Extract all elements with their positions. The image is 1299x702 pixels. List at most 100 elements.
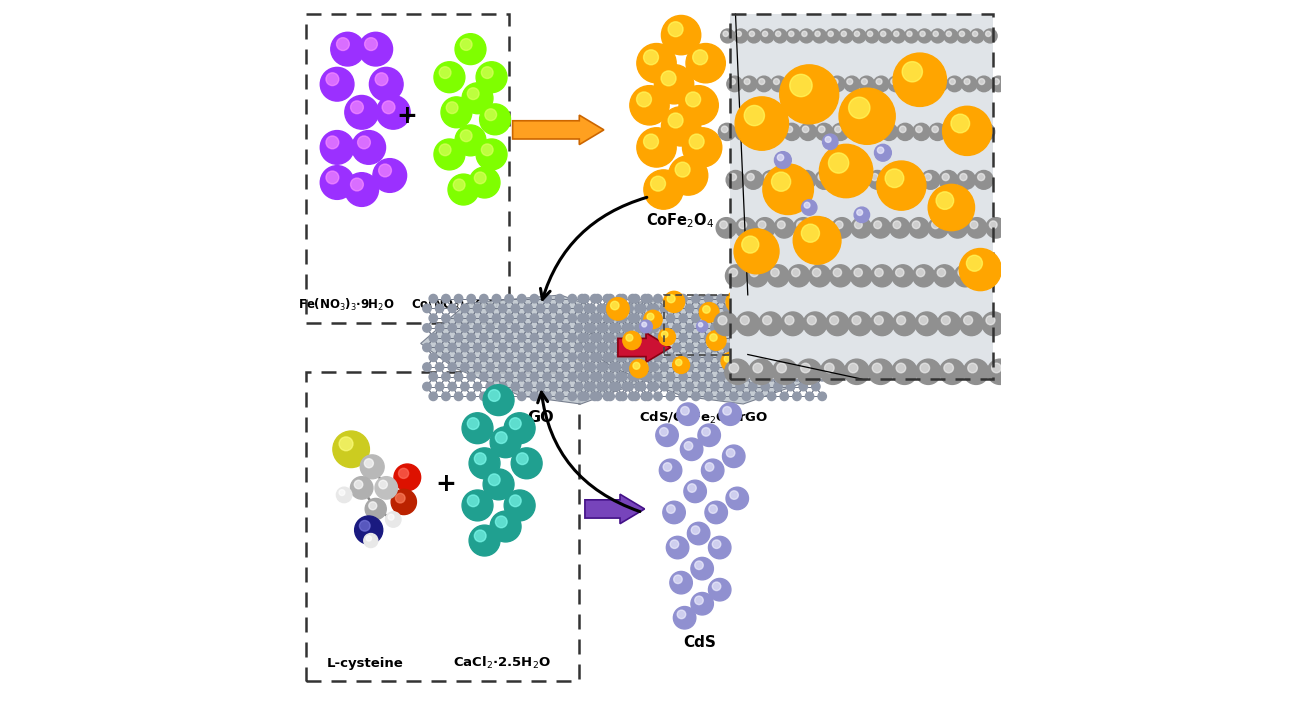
FancyArrow shape [513,115,604,145]
Circle shape [468,88,479,100]
Circle shape [733,494,746,507]
Circle shape [986,218,1007,238]
Circle shape [861,79,868,84]
Circle shape [742,333,751,342]
Circle shape [585,343,592,352]
Circle shape [479,458,496,475]
Circle shape [642,333,650,342]
Circle shape [666,536,688,559]
Circle shape [733,298,746,310]
Circle shape [442,294,451,303]
Circle shape [768,392,776,401]
Circle shape [856,176,866,187]
Circle shape [801,200,817,216]
Circle shape [342,492,349,501]
Circle shape [705,309,716,319]
Circle shape [947,218,968,238]
Circle shape [951,128,960,138]
Circle shape [982,312,1005,336]
Circle shape [355,480,362,489]
Circle shape [952,81,960,90]
Circle shape [781,373,788,381]
Circle shape [827,139,835,147]
Circle shape [779,180,807,208]
Circle shape [790,81,799,90]
Circle shape [679,373,687,381]
Circle shape [517,333,526,342]
Circle shape [492,373,500,381]
Circle shape [790,74,812,97]
Circle shape [698,343,707,352]
Circle shape [600,383,608,391]
Circle shape [892,359,917,385]
Circle shape [650,140,670,161]
Circle shape [834,81,843,90]
Circle shape [929,185,974,231]
Circle shape [673,383,681,391]
Circle shape [883,126,890,133]
Circle shape [442,373,451,381]
Circle shape [499,343,507,352]
Circle shape [725,34,733,41]
Circle shape [753,126,760,133]
Circle shape [776,324,779,329]
Circle shape [474,172,486,184]
Circle shape [369,67,403,101]
Circle shape [326,136,339,149]
Circle shape [653,333,662,342]
Circle shape [818,294,826,303]
Circle shape [818,373,826,381]
Circle shape [716,585,727,598]
Circle shape [655,65,694,104]
Circle shape [711,304,720,312]
Circle shape [935,79,940,84]
Circle shape [727,358,737,368]
Circle shape [833,268,842,277]
Circle shape [364,534,378,548]
Circle shape [605,314,614,322]
Circle shape [342,43,360,62]
Circle shape [369,502,377,510]
Circle shape [574,324,583,332]
Circle shape [605,294,614,303]
Circle shape [961,34,969,41]
Circle shape [759,221,766,229]
Circle shape [549,363,557,371]
Circle shape [668,295,675,303]
Circle shape [874,268,883,277]
Circle shape [773,79,779,84]
Circle shape [686,44,725,83]
Circle shape [799,304,808,312]
Circle shape [816,124,833,140]
Circle shape [747,81,755,90]
Circle shape [695,561,703,569]
Circle shape [351,178,364,191]
Circle shape [479,314,488,322]
Circle shape [766,265,788,287]
Circle shape [638,324,646,332]
Circle shape [783,124,800,140]
Circle shape [499,363,507,371]
Circle shape [755,314,764,322]
Circle shape [635,324,643,332]
Circle shape [750,268,759,277]
Circle shape [642,98,664,119]
Circle shape [647,324,656,332]
Circle shape [605,333,614,342]
Circle shape [933,31,938,37]
Bar [305,14,509,323]
Circle shape [681,438,703,461]
Circle shape [344,442,365,463]
Circle shape [829,153,848,173]
Circle shape [681,614,692,626]
Circle shape [995,81,1004,90]
Circle shape [781,392,788,401]
Circle shape [700,324,707,331]
Circle shape [679,353,687,362]
Circle shape [895,268,904,277]
Circle shape [724,383,731,391]
Circle shape [800,224,811,235]
Circle shape [368,463,381,475]
Circle shape [451,107,468,124]
Circle shape [561,324,570,332]
